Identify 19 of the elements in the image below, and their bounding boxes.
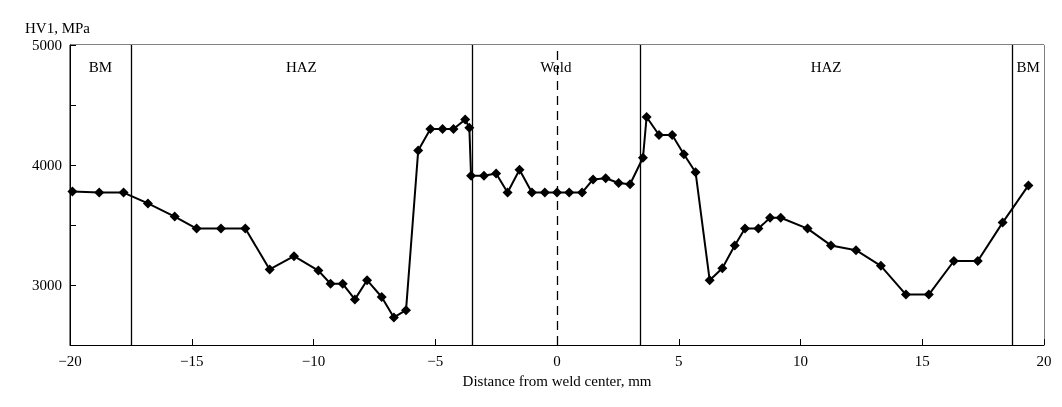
band-label: Weld xyxy=(540,58,572,75)
band-label: BM xyxy=(1016,58,1040,75)
x-tick-label: −10 xyxy=(301,352,326,369)
x-axis-title: Distance from weld center, mm xyxy=(462,372,652,389)
x-tick-label: 10 xyxy=(793,352,808,369)
band-label: BM xyxy=(88,58,113,75)
y-tick-label: 4000 xyxy=(32,157,62,173)
x-tick-label: −20 xyxy=(58,352,82,369)
y-axis-title: HV1, MPa xyxy=(25,19,91,36)
y-tick-label: 3000 xyxy=(32,277,62,293)
x-tick-label: 5 xyxy=(675,352,683,369)
x-tick-label: 20 xyxy=(1036,352,1052,369)
y-tick-label: 5000 xyxy=(32,37,62,53)
x-tick-label: 0 xyxy=(553,352,561,369)
x-tick-label: −15 xyxy=(180,352,204,369)
x-tick-label: 15 xyxy=(914,352,930,369)
x-tick-label: −5 xyxy=(427,352,444,369)
band-label: HAZ xyxy=(810,58,842,75)
band-label: HAZ xyxy=(285,58,317,75)
